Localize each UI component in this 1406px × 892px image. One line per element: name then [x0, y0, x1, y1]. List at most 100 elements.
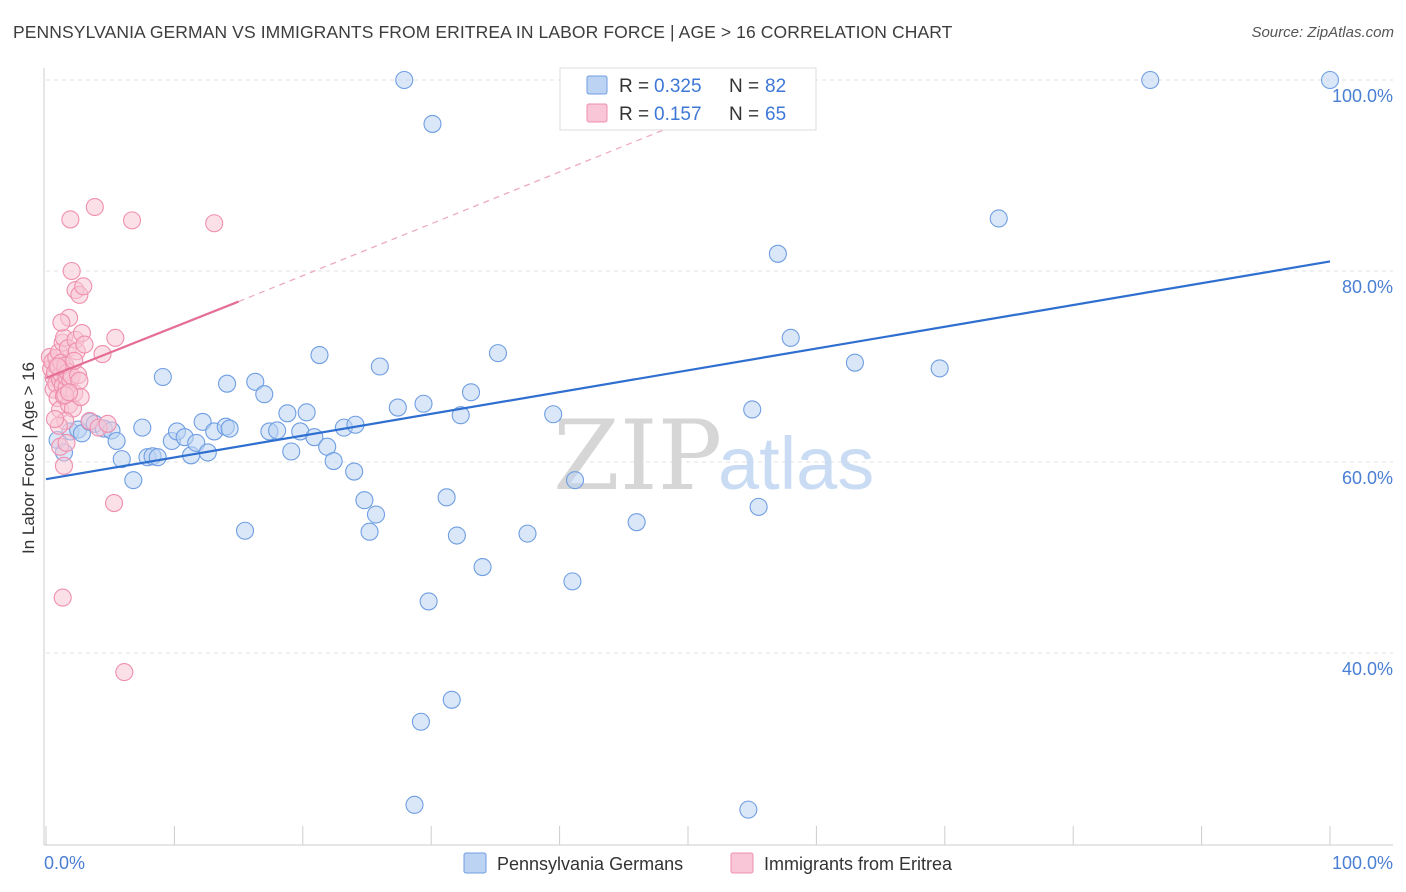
bottom-legend-label-2: Immigrants from Eritrea	[764, 854, 953, 874]
legend-r-label-1: R =	[619, 76, 649, 97]
legend-n-value-2: 65	[765, 104, 786, 125]
data-point	[442, 690, 461, 709]
legend-swatch-pink	[586, 103, 608, 123]
data-point	[419, 592, 438, 611]
data-point	[74, 277, 93, 296]
data-point	[112, 450, 131, 469]
bottom-legend-swatch-blue	[463, 852, 487, 874]
y-axis-title: In Labor Force | Age > 16	[19, 362, 38, 554]
data-point	[106, 328, 125, 347]
data-point	[54, 456, 74, 475]
data-point	[488, 344, 508, 363]
data-point	[360, 522, 379, 541]
data-point	[1141, 70, 1160, 90]
legend-swatch-blue	[586, 75, 608, 95]
data-point	[98, 414, 117, 433]
data-point	[423, 114, 442, 133]
legend-n-value-1: 82	[765, 76, 786, 97]
data-point	[45, 409, 65, 429]
data-point	[52, 313, 71, 332]
x-tick-label-left: 0.0%	[44, 853, 85, 873]
data-point	[461, 383, 481, 402]
data-point	[768, 244, 787, 263]
y-tick-label: 40.0%	[1342, 659, 1393, 679]
data-point	[205, 214, 224, 233]
data-point	[627, 513, 646, 532]
data-point	[370, 357, 389, 376]
trend-line-pink	[45, 300, 240, 379]
stats-legend: R = 0.325 N = 82 R = 0.157 N = 65	[559, 67, 817, 131]
data-point	[411, 712, 430, 731]
data-point	[395, 70, 414, 90]
trend-line-blue	[45, 260, 1331, 481]
legend-n-label-2: N =	[729, 104, 759, 125]
data-point	[107, 431, 126, 451]
axes	[43, 68, 1393, 846]
y-tick-labels: 40.0% 60.0% 80.0% 100.0%	[1332, 86, 1393, 679]
series-pennsylvania-germans	[48, 70, 1340, 819]
data-point	[324, 451, 343, 471]
data-point	[133, 418, 152, 437]
data-point	[565, 471, 585, 490]
legend-n-label-1: N =	[729, 76, 759, 97]
data-point	[781, 328, 800, 347]
data-point	[749, 497, 768, 516]
legend-r-value-1: 0.325	[654, 76, 702, 97]
data-point	[845, 353, 864, 372]
data-point	[282, 442, 301, 461]
data-point	[255, 385, 274, 404]
data-point	[1320, 70, 1340, 90]
data-point	[405, 795, 424, 814]
data-point	[414, 394, 433, 413]
source-label: Source: ZipAtlas.com	[1251, 24, 1394, 41]
data-point	[447, 526, 466, 545]
data-point	[544, 405, 563, 424]
y-tick-label: 60.0%	[1342, 468, 1393, 488]
data-point	[115, 663, 134, 682]
data-point	[53, 588, 72, 607]
watermark-atlas: atlas	[718, 422, 874, 505]
y-tick-label: 100.0%	[1332, 86, 1393, 106]
data-point	[743, 400, 762, 419]
data-point	[451, 406, 470, 425]
series-immigrants-from-eritrea	[40, 197, 224, 682]
data-point	[473, 557, 492, 577]
x-tick-label-right: 100.0%	[1332, 853, 1393, 873]
data-point	[124, 471, 143, 490]
data-point	[220, 419, 239, 438]
data-point	[268, 421, 287, 440]
data-point	[122, 211, 142, 230]
data-point	[345, 462, 364, 481]
data-point	[563, 572, 582, 591]
y-tick-label: 80.0%	[1342, 277, 1393, 297]
data-point	[75, 335, 94, 354]
data-point	[310, 345, 329, 365]
data-point	[246, 372, 265, 391]
data-point	[297, 403, 316, 422]
trend-line-pink-extension	[238, 119, 689, 303]
data-point	[366, 505, 386, 524]
data-point	[739, 800, 758, 819]
grid-lines	[46, 79, 1393, 654]
data-point	[930, 359, 949, 378]
bottom-legend-label-1: Pennsylvania Germans	[497, 854, 683, 874]
data-point	[437, 488, 456, 507]
data-point	[153, 367, 172, 387]
legend-r-value-2: 0.157	[654, 104, 702, 125]
watermark-zip: ZIP	[553, 400, 722, 512]
data-point	[355, 491, 374, 510]
data-point	[235, 521, 255, 540]
data-point	[60, 383, 79, 402]
data-point	[57, 433, 76, 452]
data-point	[85, 197, 104, 217]
data-point	[217, 374, 237, 393]
data-point	[61, 210, 80, 229]
trend-lines	[45, 119, 1331, 481]
legend-r-label-2: R =	[619, 104, 649, 125]
data-point	[989, 209, 1008, 228]
chart-title: PENNSYLVANIA GERMAN VS IMMIGRANTS FROM E…	[13, 22, 953, 42]
data-point	[518, 524, 537, 543]
series-legend: Pennsylvania Germans Immigrants from Eri…	[463, 852, 953, 874]
data-point	[148, 448, 167, 467]
